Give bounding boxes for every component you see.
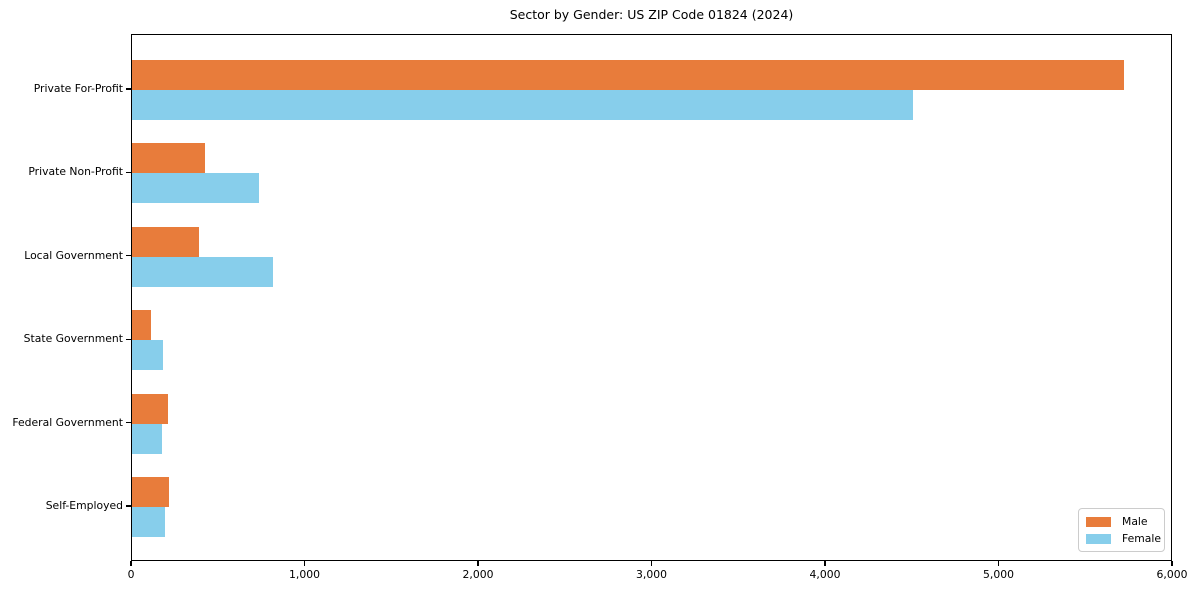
legend-swatch-female-icon — [1086, 533, 1111, 544]
legend-swatch-male-icon — [1086, 516, 1111, 527]
y-tick-mark — [126, 422, 131, 424]
bar-female-state-government — [132, 340, 163, 371]
x-tick-label-2000: 2,000 — [462, 568, 494, 581]
y-tick-mark — [126, 171, 131, 173]
legend-item-male: Male — [1086, 515, 1157, 528]
category-label-self-employed: Self-Employed — [45, 499, 123, 512]
x-tick-mark — [303, 561, 306, 566]
y-tick-mark — [126, 505, 131, 507]
y-tick-mark — [126, 338, 131, 340]
category-label-local-government: Local Government — [24, 248, 123, 262]
x-tick-label-5000: 5,000 — [983, 568, 1014, 581]
category-label-federal-government: Federal Government — [12, 415, 123, 429]
x-tick-mark — [824, 561, 826, 566]
x-tick-mark — [997, 561, 1000, 566]
bar-female-self-employed — [132, 507, 165, 537]
legend-item-female: Female — [1086, 532, 1161, 545]
x-tick-mark — [1171, 561, 1173, 566]
bar-male-local-government — [132, 226, 199, 257]
category-label-private-for-profit: Private For-Profit — [33, 82, 123, 95]
x-tick-label-0: 0 — [127, 568, 135, 581]
x-tick-label-6000: 6,000 — [1156, 568, 1188, 581]
chart-title: Sector by Gender: US ZIP Code 01824 (202… — [509, 7, 794, 22]
legend-label-female: Female — [1122, 532, 1162, 545]
x-tick-mark — [477, 561, 479, 566]
bar-male-private-for-profit — [132, 60, 1124, 90]
x-tick-label-4000: 4,000 — [809, 568, 841, 581]
bar-female-federal-government — [132, 423, 162, 454]
y-tick-mark — [126, 255, 131, 257]
x-tick-mark — [130, 561, 132, 566]
plot-area — [131, 34, 1172, 561]
category-label-state-government: State Government — [23, 332, 123, 346]
legend-label-male: Male — [1122, 515, 1148, 528]
y-tick-mark — [126, 88, 131, 90]
category-label-private-non-profit: Private Non-Profit — [28, 165, 123, 179]
legend: Male Female — [1078, 508, 1165, 552]
bar-female-private-for-profit — [132, 90, 913, 120]
bar-male-federal-government — [132, 393, 168, 424]
x-tick-label-3000: 3,000 — [636, 568, 667, 581]
bar-female-private-non-profit — [132, 173, 259, 204]
bar-male-private-non-profit — [132, 143, 205, 174]
bar-female-local-government — [132, 256, 273, 287]
x-tick-label-1000: 1,000 — [289, 568, 320, 581]
x-tick-mark — [650, 561, 653, 566]
bar-male-self-employed — [132, 477, 169, 507]
bar-male-state-government — [132, 310, 151, 341]
